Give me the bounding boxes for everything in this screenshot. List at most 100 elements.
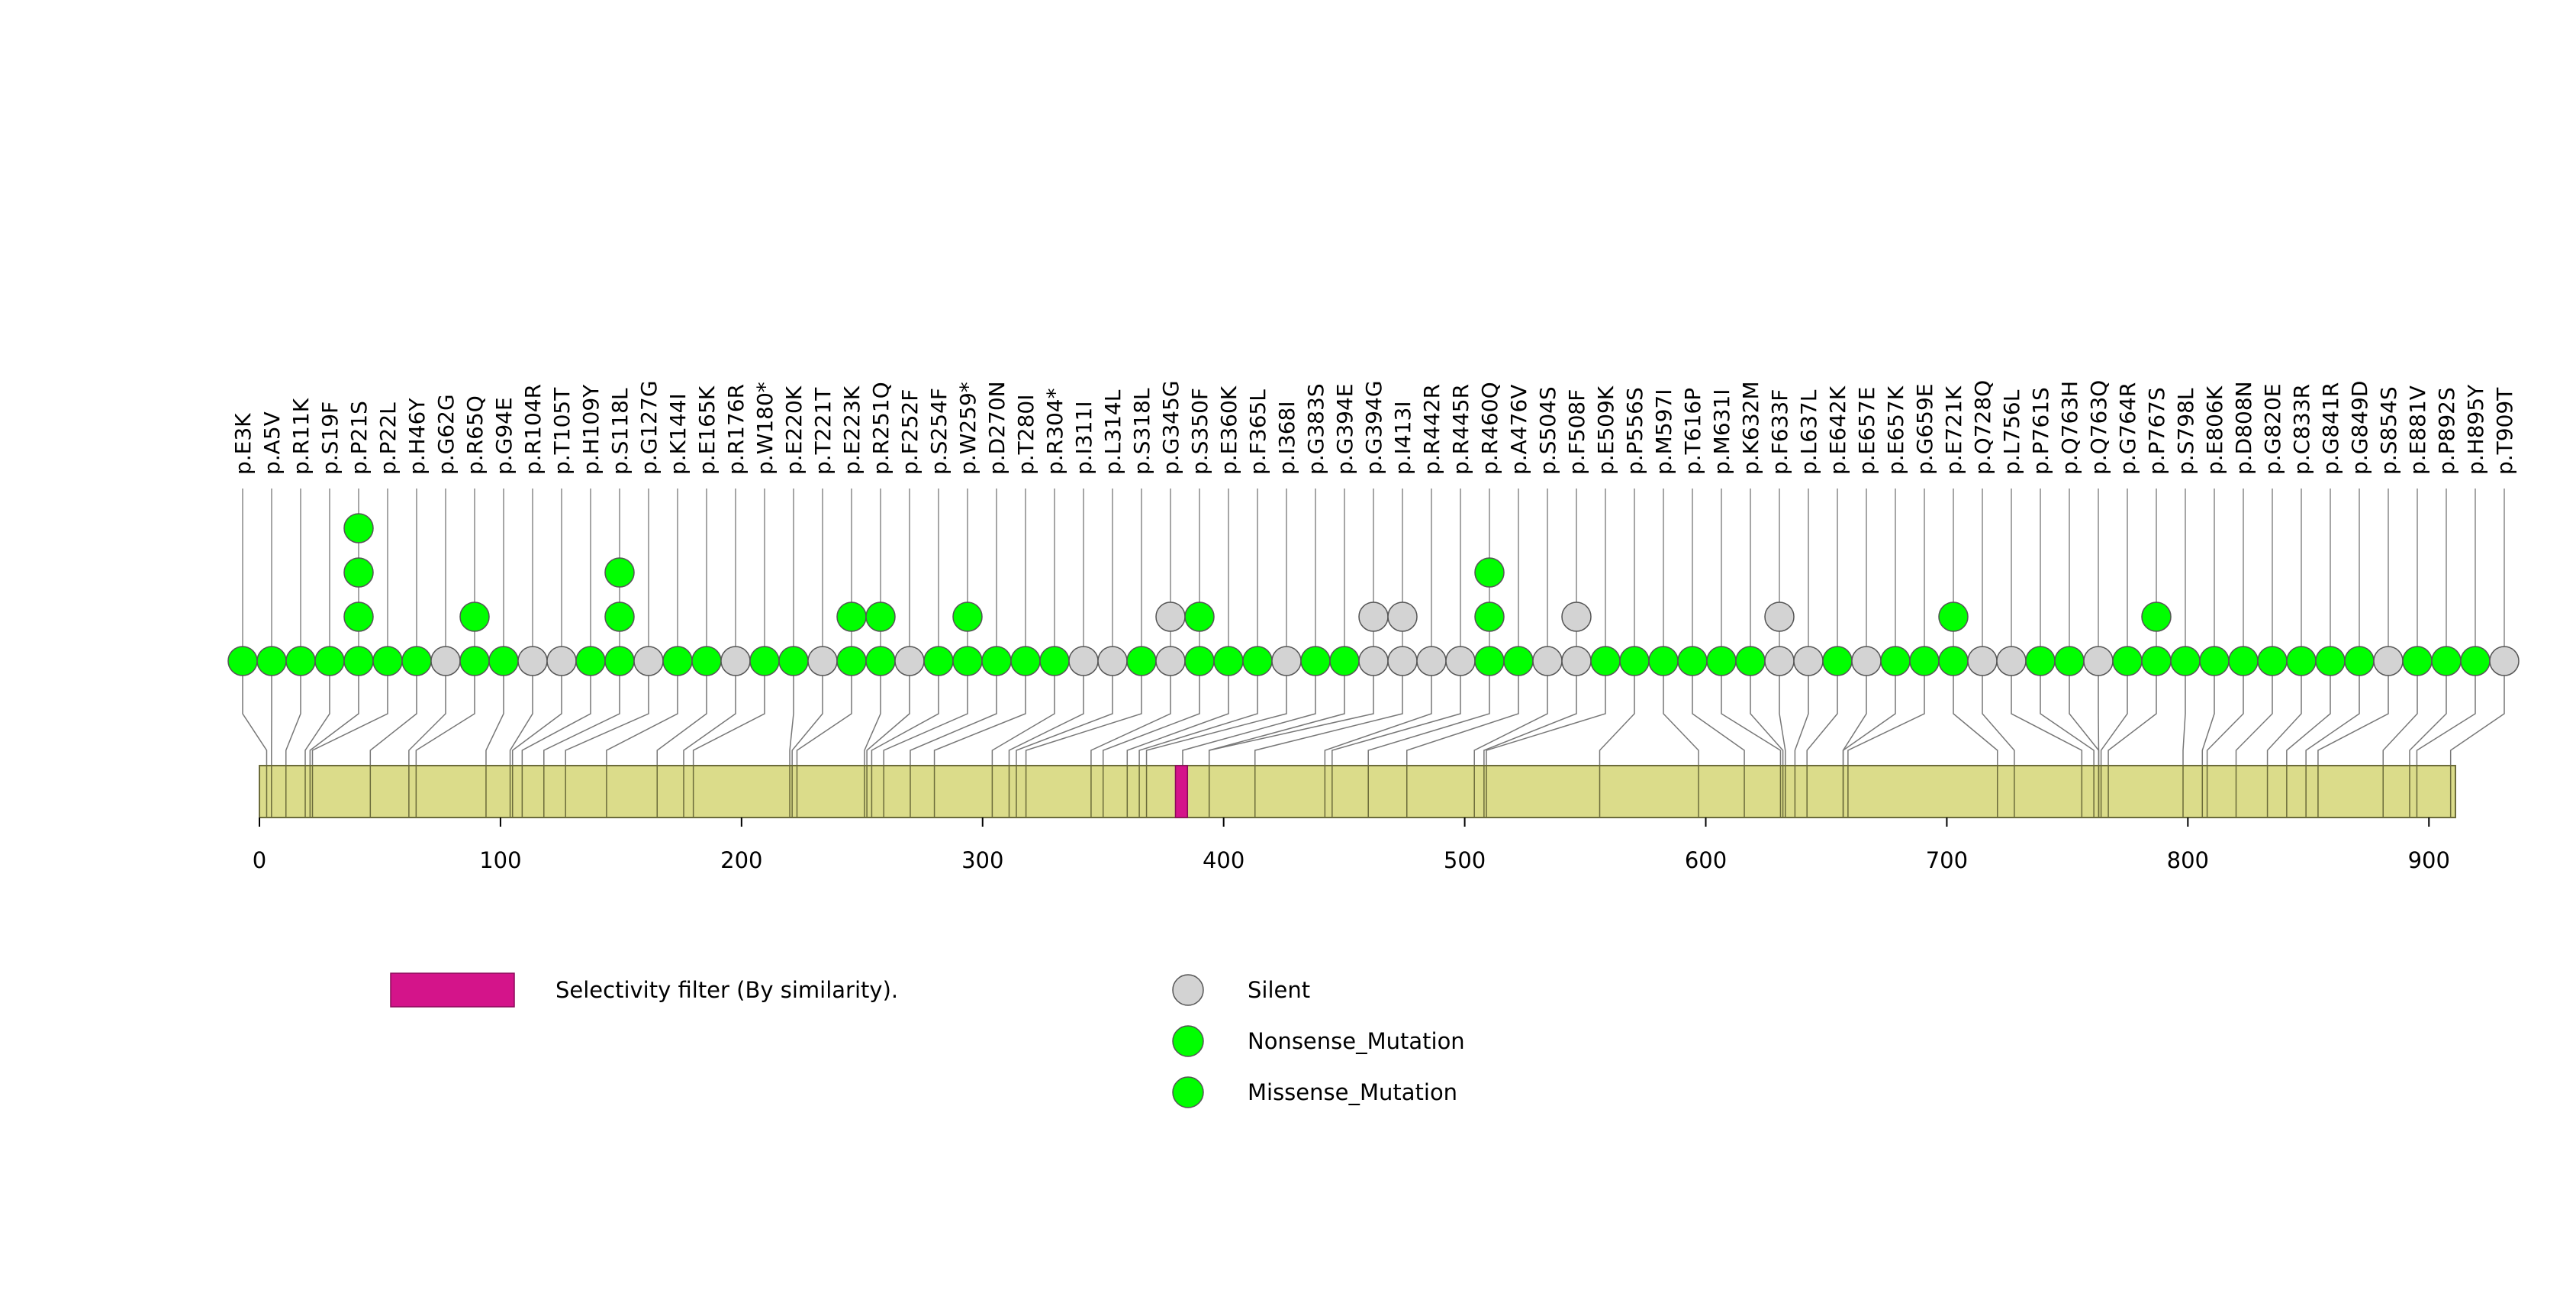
mutation-connector	[2286, 676, 2331, 766]
mutation-connector	[1842, 676, 1867, 766]
legend-category-label: Nonsense_Mutation	[1248, 1028, 1465, 1054]
mutation-circle	[894, 646, 925, 676]
mutation-label: p.S318L	[1129, 388, 1154, 475]
mutation-label: p.Q763Q	[2086, 380, 2111, 475]
mutation-connector	[1794, 676, 1809, 766]
mutation-circle	[1271, 646, 1302, 676]
mutation-circle	[2489, 646, 2520, 676]
mutation-circle	[459, 646, 490, 676]
mutation-label: p.G383S	[1303, 383, 1328, 475]
mutation-circle	[1242, 646, 1273, 676]
mutation-label: p.E165K	[694, 385, 720, 475]
mutation-label: p.I311I	[1071, 401, 1096, 475]
mutation-circle	[1416, 646, 1447, 676]
mutation-connector	[1483, 676, 1577, 766]
mutation-circle	[2460, 646, 2491, 676]
mutation-connector	[521, 676, 591, 766]
mutation-label: p.K632M	[1738, 381, 1763, 475]
legend-category-swatch	[1172, 1025, 1204, 1057]
x-axis: 0 100 200 300 400 500 600 700 800 900	[253, 818, 2450, 873]
mutation-connector	[2266, 676, 2302, 766]
mutation-connector	[1182, 676, 1316, 766]
mutation-label: p.Q728Q	[1970, 380, 1995, 475]
mutation-label: p.P22L	[375, 402, 401, 475]
mutation-label: p.M631I	[1709, 389, 1734, 475]
mutation-circle	[807, 646, 838, 676]
mutation-circle	[1068, 646, 1099, 676]
mutation-connector	[408, 676, 446, 766]
mutation-connector	[1016, 676, 1113, 766]
mutation-circle	[1561, 601, 1592, 632]
mutation-connector	[285, 676, 301, 766]
mutation-circle	[1851, 646, 1882, 676]
mutation-label: p.R251Q	[868, 382, 894, 475]
mutation-connector	[2409, 676, 2447, 766]
x-tick-label: 300	[961, 847, 1003, 873]
mutation-connector	[933, 676, 1026, 766]
mutation-connector	[1145, 676, 1287, 766]
mutation-connector	[311, 676, 388, 766]
mutation-connector	[2449, 676, 2505, 766]
mutation-label: p.G659E	[1912, 383, 1937, 475]
mutation-connector	[1663, 676, 1699, 766]
mutation-label: p.G764R	[2115, 382, 2140, 475]
mutation-connector	[1982, 676, 2015, 766]
mutation-connector	[1692, 676, 1745, 766]
mutation-connector	[2011, 676, 2083, 766]
mutation-connector	[789, 676, 794, 766]
mutation-connector	[2317, 676, 2389, 766]
mutation-connector	[1090, 676, 1171, 766]
mutation-label: p.G127G	[636, 380, 662, 475]
mutation-circle	[1213, 646, 1244, 676]
mutation-label: p.Q763H	[2057, 381, 2082, 475]
mutation-circle	[2257, 646, 2288, 676]
mutation-label: p.P767S	[2144, 387, 2169, 475]
mutation-circle	[343, 557, 374, 588]
mutation-circle	[2112, 646, 2143, 676]
mutation-label: p.S19F	[317, 402, 343, 475]
mutation-connector	[242, 676, 268, 766]
x-tick-label: 100	[479, 847, 521, 873]
mutation-label: p.R442R	[1419, 384, 1444, 475]
mutation-label: p.P556S	[1622, 387, 1647, 475]
mutation-circle	[372, 646, 403, 676]
mutation-circle	[836, 646, 867, 676]
mutation-label: p.R445R	[1448, 384, 1473, 475]
mutation-connector	[2100, 676, 2128, 766]
mutation-connector	[692, 676, 765, 766]
mutation-circle	[1358, 646, 1389, 676]
mutation-label: p.S854S	[2376, 386, 2401, 475]
mutation-label: p.G394E	[1332, 383, 1357, 475]
mutation-label: p.E721K	[1941, 385, 1966, 475]
mutation-label: p.I368I	[1274, 401, 1299, 475]
mutation-circle	[1474, 601, 1505, 632]
mutation-label: p.P761S	[2028, 387, 2053, 475]
x-tick-label: 700	[1926, 847, 1968, 873]
mutation-connector	[1008, 676, 1084, 766]
x-tick-label: 500	[1444, 847, 1486, 873]
mutation-label: p.R176R	[723, 384, 749, 475]
mutation-circle	[1561, 646, 1592, 676]
mutation-connector	[509, 676, 533, 766]
mutation-circle	[1764, 646, 1795, 676]
mutation-circle	[2402, 646, 2433, 676]
mutation-circle	[1184, 646, 1215, 676]
mutation-label-layer: p.E3K p.A5V p.R11K p.S19F p.P21S p.P22L p.H46Y…	[230, 380, 2517, 475]
mutation-label: p.L314L	[1100, 389, 1125, 475]
mutation-circle	[865, 646, 896, 676]
mutation-connector	[565, 676, 649, 766]
mutation-circle	[546, 646, 577, 676]
mutation-circle	[2025, 646, 2056, 676]
mutation-label: p.M597I	[1651, 389, 1676, 475]
mutation-circle	[314, 646, 345, 676]
mutation-connector	[1208, 676, 1374, 766]
legend: Selectivity filter (By similarity). Silen…	[390, 972, 1465, 1108]
mutation-circle	[1097, 646, 1128, 676]
mutation-connector	[1254, 676, 1403, 766]
mutation-label: p.T221T	[810, 387, 836, 475]
mutation-circle	[2286, 646, 2317, 676]
mutation-label: p.A476V	[1506, 385, 1531, 475]
mutation-connector	[2235, 676, 2273, 766]
mutation-circle	[778, 646, 809, 676]
mutation-connector	[864, 676, 881, 766]
